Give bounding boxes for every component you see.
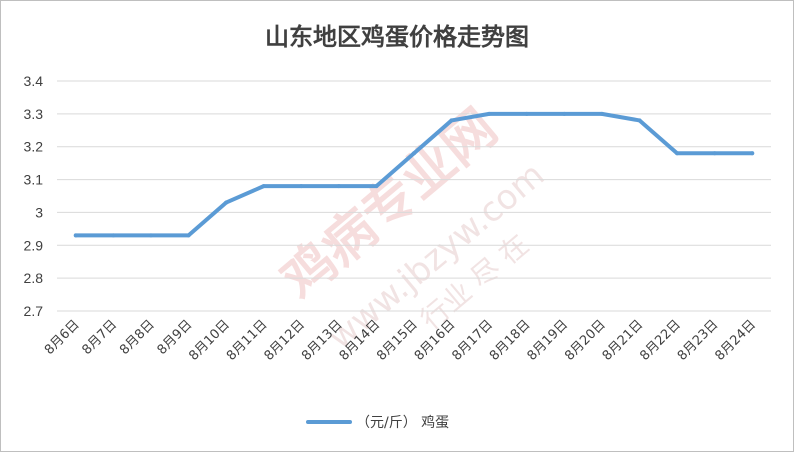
y-tick-label: 2.8 <box>24 270 44 286</box>
data-point <box>487 111 492 116</box>
x-tick-label: 8月17日 <box>449 317 496 364</box>
x-tick-label: 8月20日 <box>562 317 609 364</box>
grid-lines <box>57 80 771 312</box>
data-point <box>712 151 717 156</box>
y-tick-label: 3.3 <box>24 106 44 122</box>
data-point <box>336 184 341 189</box>
data-point <box>299 184 304 189</box>
x-tick-label: 8月11日 <box>224 317 271 364</box>
y-axis-ticks: 2.7 2.8 2.9 3 3.1 3.2 3.3 3.4 <box>24 73 44 319</box>
series-layer <box>73 111 755 238</box>
data-point <box>599 111 604 116</box>
chart-title: 山东地区鸡蛋价格走势图 <box>265 23 529 51</box>
data-point <box>637 118 642 123</box>
x-tick-label: 8月22日 <box>637 317 684 364</box>
x-tick-label: 8月21日 <box>600 317 647 364</box>
y-tick-label: 3.1 <box>24 172 44 188</box>
x-tick-label: 8月23日 <box>675 317 722 364</box>
x-tick-label: 8月12日 <box>262 317 309 364</box>
y-tick-label: 3.2 <box>24 139 44 155</box>
x-axis-ticks: 8月6日8月7日8月8日8月9日8月10日8月11日8月12日8月13日8月14… <box>42 317 759 364</box>
y-tick-label: 2.7 <box>24 303 44 319</box>
x-tick-label: 8月19日 <box>525 317 572 364</box>
y-tick-label: 2.9 <box>24 237 44 253</box>
x-tick-label: 8月6日 <box>42 317 83 358</box>
x-tick-label: 8月7日 <box>80 317 121 358</box>
x-tick-label: 8月8日 <box>117 317 158 358</box>
data-point <box>224 200 229 205</box>
x-tick-label: 8月10日 <box>186 317 233 364</box>
x-tick-label: 8月24日 <box>712 317 759 364</box>
data-point <box>675 151 680 156</box>
y-tick-label: 3.4 <box>24 73 44 89</box>
x-tick-label: 8月18日 <box>487 317 534 364</box>
data-point <box>750 151 755 156</box>
data-point <box>562 111 567 116</box>
data-point <box>111 233 116 238</box>
data-point <box>261 184 266 189</box>
data-point <box>148 233 153 238</box>
data-point <box>73 233 78 238</box>
data-point <box>186 233 191 238</box>
legend-label: （元/斤） 鸡蛋 <box>356 414 449 431</box>
data-point <box>374 184 379 189</box>
legend: （元/斤） 鸡蛋 <box>306 414 449 431</box>
data-point <box>524 111 529 116</box>
y-tick-label: 3 <box>35 204 43 220</box>
data-point <box>449 118 454 123</box>
data-point <box>412 151 416 156</box>
